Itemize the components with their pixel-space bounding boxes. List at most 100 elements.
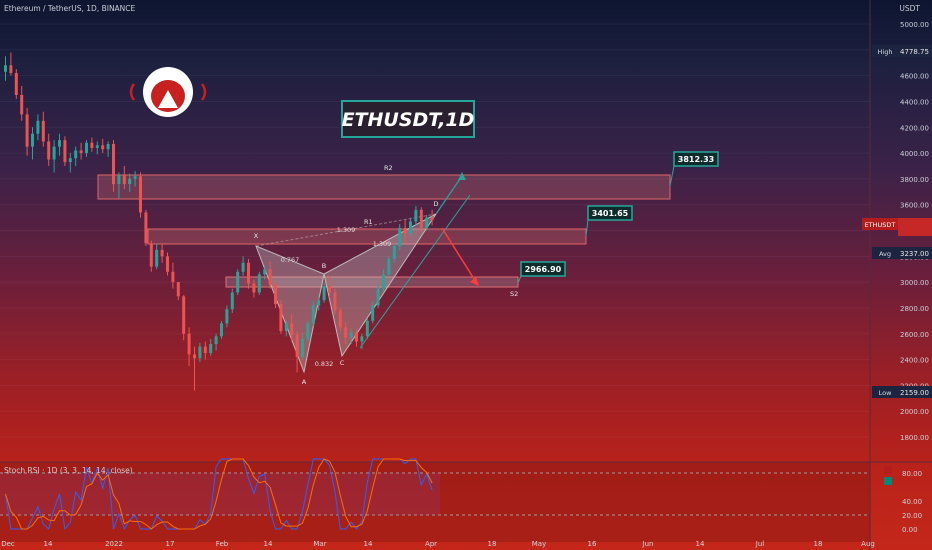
candle-body: [166, 256, 169, 272]
low-value: 2159.00: [900, 389, 929, 397]
price-tick-label: 2600.00: [900, 331, 929, 339]
last-price-tag-bg: [862, 218, 898, 230]
r2-callout-box: [673, 151, 719, 167]
candle-body: [149, 243, 153, 267]
candle-body: [268, 269, 272, 285]
pattern-ratio-label: 1.309: [337, 226, 356, 234]
rsi-band-fill: [0, 473, 440, 515]
high-tag-text: High: [878, 48, 893, 56]
up-arrow-head: [458, 172, 466, 180]
candle-body: [365, 320, 369, 337]
stoch-d-line: [5, 458, 433, 530]
candle-body: [128, 178, 132, 185]
candle-body: [333, 292, 337, 311]
r2-label: R2: [384, 164, 393, 172]
rsi-tick-label: 0.00: [902, 526, 918, 534]
time-tick-label: Dec: [1, 540, 15, 548]
candle-body: [409, 221, 412, 234]
candle-body: [160, 249, 164, 257]
candle-body: [203, 346, 207, 354]
time-tick-label: 16: [588, 540, 597, 548]
last-price-tag: ETHUSDT: [865, 221, 896, 229]
candle-body: [317, 300, 321, 306]
pattern-point-label: X: [254, 232, 259, 240]
candle-body: [376, 288, 380, 306]
rsi-tick-label: 20.00: [902, 512, 922, 520]
r1-callout-box: [587, 205, 633, 221]
stoch-rsi-title: Stoch RSI · 1D (3, 3, 14, 14, close): [4, 466, 133, 475]
price-tick-label: 3600.00: [900, 202, 929, 210]
candle-body: [392, 245, 396, 259]
rsi-tick-label: 40.00: [902, 498, 922, 506]
low-tag-text: Low: [879, 389, 892, 397]
candle-body: [338, 310, 342, 328]
pattern-ratio-label: 0.767: [281, 256, 300, 264]
candle-body: [176, 282, 180, 297]
r2-callout-leader: [669, 165, 675, 187]
candle-body: [85, 142, 88, 154]
candle-body: [263, 269, 267, 275]
time-tick-label: 18: [814, 540, 823, 548]
rsi-tick-label: 80.00: [902, 470, 922, 478]
r1-callout-leader: [585, 219, 589, 237]
time-tick-label: Jul: [755, 540, 765, 548]
candle-body: [112, 144, 115, 185]
candle-body: [4, 65, 7, 72]
price-tick-label: 4200.00: [900, 124, 929, 132]
r1-callout-value: 3401.65: [592, 209, 629, 218]
banner-text: ETHUSDT,1D: [342, 109, 475, 131]
time-tick-label: Jun: [642, 540, 654, 548]
symbol-header: Ethereum / TetherUS, 1D, BINANCE: [4, 4, 136, 13]
price-tick-label: 4600.00: [900, 73, 929, 81]
candle-body: [322, 285, 326, 301]
candle-body: [236, 271, 240, 293]
candle-body: [247, 262, 250, 284]
pattern-point-label: D: [433, 200, 438, 208]
candle-body: [36, 120, 40, 134]
candle-body: [95, 145, 99, 148]
last-price-box: [898, 218, 932, 236]
pattern-point-label: C: [340, 359, 345, 367]
r1-zone: [147, 228, 587, 245]
candle-body: [31, 133, 34, 147]
r1-label: R1: [364, 218, 373, 226]
candle-body: [241, 262, 245, 272]
candle-body: [360, 336, 364, 342]
candle-body: [301, 338, 304, 357]
up-arrow-path: [435, 175, 463, 215]
candle-body: [220, 323, 223, 337]
rsi-k-tag: [884, 466, 892, 474]
candle-body: [187, 333, 191, 355]
candle-body: [63, 140, 67, 163]
avg-tag-bg: [872, 247, 898, 259]
candle-body: [425, 217, 429, 228]
candle-body: [355, 332, 358, 342]
candle-body: [257, 274, 261, 293]
high-tag-bg: [872, 45, 898, 57]
price-tick-label: 4000.00: [900, 150, 929, 158]
candle-body: [284, 323, 288, 332]
candle-body: [371, 305, 375, 321]
candle-body: [198, 346, 202, 359]
candle-body: [387, 258, 391, 275]
price-tick-label: 4400.00: [900, 98, 929, 106]
candle-body: [225, 309, 229, 324]
avg-value-bg: [898, 247, 932, 259]
candle-body: [209, 344, 213, 354]
candle-body: [306, 323, 310, 339]
candle-body: [117, 175, 121, 185]
candle-body: [79, 150, 83, 154]
s2-callout-value: 2966.90: [525, 265, 562, 274]
pattern-ratio-label: 0.832: [315, 360, 334, 368]
candle-body: [106, 144, 110, 150]
price-tick-label: 2000.00: [900, 408, 929, 416]
logo-mountain: [158, 90, 178, 108]
candle-body: [430, 217, 434, 221]
time-tick-label: 14: [44, 540, 53, 548]
price-tick-label: 2800.00: [900, 305, 929, 313]
candle-body: [182, 296, 186, 334]
candle-body: [14, 73, 18, 95]
candle-body: [419, 209, 423, 228]
price-tick-label: 1800.00: [900, 434, 929, 442]
